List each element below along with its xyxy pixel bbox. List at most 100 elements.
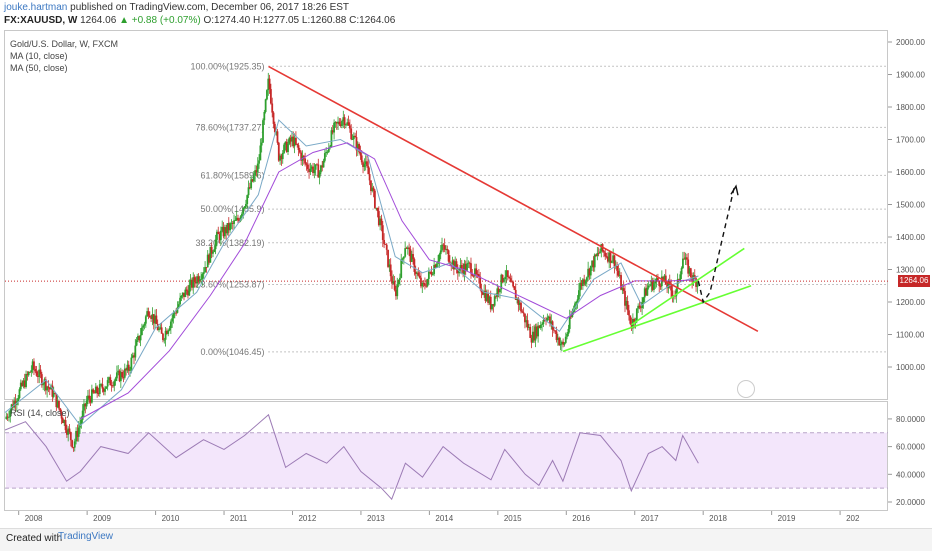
candle-body <box>499 289 501 293</box>
us-flag-icon[interactable] <box>737 380 755 398</box>
time-tick-label: 2008 <box>25 514 43 523</box>
candle-body <box>113 381 116 387</box>
candle-body <box>412 254 414 260</box>
price-tick-label: 1200.00 <box>896 298 925 307</box>
candle-body <box>509 278 512 282</box>
legend-rsi[interactable]: RSI (14, close) <box>10 408 70 418</box>
candle-body <box>230 223 233 224</box>
candle-body <box>87 395 89 401</box>
price-change: +0.88 (+0.07%) <box>131 15 201 26</box>
candle-body <box>204 267 206 273</box>
candle-body <box>102 388 105 392</box>
candle-body <box>529 326 532 338</box>
candle-body <box>576 299 579 302</box>
candle-body <box>80 419 83 424</box>
candle-body <box>522 312 525 314</box>
candle-body <box>364 161 367 165</box>
candle-body <box>345 124 347 126</box>
candle-body <box>389 264 392 277</box>
candle-body <box>60 411 63 419</box>
legend-ma10[interactable]: MA (10, close) <box>10 51 68 61</box>
time-tick-label: 2013 <box>367 514 385 523</box>
candle-body <box>372 187 375 191</box>
candle-body <box>62 418 64 424</box>
candle-body <box>492 304 495 306</box>
candle-body <box>131 355 134 358</box>
candle-body <box>59 408 62 412</box>
candle-body <box>496 288 499 297</box>
candle-body <box>159 327 162 329</box>
ma10-line <box>4 119 699 427</box>
candle-body <box>243 206 246 208</box>
candle-body <box>115 372 118 379</box>
candle-body <box>14 400 17 405</box>
candle-body <box>633 319 636 323</box>
candle-body <box>219 230 222 240</box>
candle-body <box>581 279 584 286</box>
candle-body <box>513 286 516 290</box>
author-link[interactable]: jouke.hartman <box>4 2 68 13</box>
candle-body <box>201 274 204 279</box>
candle-body <box>358 144 360 152</box>
candle-body <box>679 274 682 281</box>
candle-body <box>692 275 695 282</box>
projection-arrow-head <box>730 184 739 196</box>
candle-body <box>610 261 613 263</box>
candle-body <box>29 372 31 373</box>
candle-body <box>637 305 640 309</box>
candle-body <box>663 275 666 280</box>
candle-body <box>570 316 572 318</box>
candle-body <box>347 122 350 126</box>
main-chart-pane[interactable] <box>4 30 888 400</box>
candle-body <box>5 416 8 419</box>
candle-body <box>456 269 459 274</box>
candle-body <box>671 290 674 297</box>
symbol-label[interactable]: FX:XAUUSD, W <box>4 15 78 26</box>
candle-body <box>516 298 518 300</box>
publish-text: published on TradingView.com, December 0… <box>70 2 350 13</box>
candle-body <box>64 420 67 431</box>
candle-body <box>475 268 478 275</box>
candle-body <box>381 225 384 240</box>
candle-body <box>180 295 183 298</box>
price-tick-label: 1500.00 <box>896 201 925 210</box>
candle-body <box>387 249 389 267</box>
candle-body <box>352 135 355 140</box>
candle-body <box>421 282 424 287</box>
candle-body <box>351 139 354 140</box>
legend-ma50[interactable]: MA (50, close) <box>10 63 68 73</box>
candle-body <box>657 278 659 282</box>
candle-body <box>439 250 442 255</box>
candle-body <box>21 382 24 386</box>
candle-body <box>646 287 649 296</box>
candle-body <box>117 370 120 373</box>
candle-body <box>630 323 633 329</box>
candle-body <box>169 321 172 329</box>
candle-body <box>470 263 472 274</box>
candle-body <box>647 285 650 288</box>
rsi-pane[interactable] <box>4 401 888 511</box>
candle-body <box>404 248 407 257</box>
candle-body <box>363 164 366 168</box>
candle-body <box>168 328 171 331</box>
candle-body <box>609 252 612 263</box>
candle-body <box>479 276 482 289</box>
candle-body <box>617 270 620 276</box>
candle-body <box>350 128 353 140</box>
tradingview-logo[interactable]: TradingView <box>58 531 114 542</box>
candle-body <box>285 141 288 152</box>
candle-body <box>360 155 363 163</box>
candle-body <box>67 428 70 435</box>
time-tick-label: 2010 <box>162 514 180 523</box>
candle-body <box>275 131 278 133</box>
candle-body <box>146 311 149 317</box>
candle-body <box>342 117 345 122</box>
candle-body <box>39 369 42 375</box>
candle-body <box>546 317 549 321</box>
candle-body <box>410 254 413 262</box>
candle-body <box>125 368 128 371</box>
candle-body <box>491 304 493 310</box>
candle-body <box>321 165 324 168</box>
candle-body <box>225 227 228 234</box>
